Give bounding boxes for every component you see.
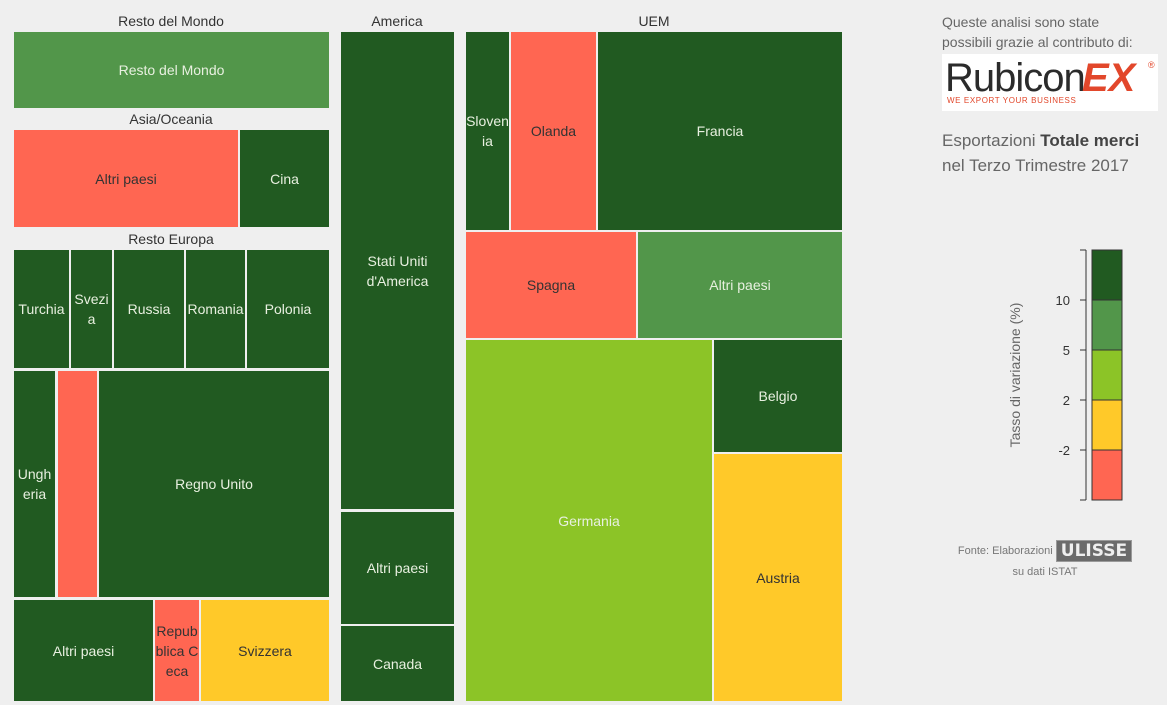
- treemap-cell[interactable]: Altri paesi: [14, 600, 153, 701]
- legend-tick-label: 10: [1056, 293, 1070, 308]
- cell-label: Spagna: [526, 277, 576, 293]
- logo-tagline: WE EXPORT YOUR BUSINESS: [947, 96, 1077, 105]
- group-title: America: [371, 13, 423, 29]
- headline-prefix: Esportazioni: [942, 131, 1041, 150]
- chart-headline: Esportazioni Totale merci nel Terzo Trim…: [942, 128, 1162, 178]
- treemap-cell[interactable]: Spagna: [466, 232, 636, 338]
- treemap-cell[interactable]: Canada: [341, 626, 454, 701]
- sponsor-text: Queste analisi sono state possibili graz…: [942, 14, 1133, 50]
- group-title: UEM: [638, 13, 670, 29]
- cell-label: Svezia: [74, 291, 109, 327]
- legend-tick-label: 5: [1063, 343, 1070, 358]
- cell-label: Altri paesi: [366, 560, 429, 576]
- headline-bold: Totale merci: [1040, 131, 1140, 150]
- legend-swatch: [1091, 349, 1123, 401]
- logo-registered-mark: ®: [1148, 60, 1155, 70]
- cell-label: Altri paesi: [52, 642, 115, 659]
- cell-label: Canada: [372, 655, 423, 672]
- treemap-cell[interactable]: Russia: [114, 250, 184, 368]
- cell-label: Slovenia: [466, 113, 509, 149]
- source-note: Fonte: Elaborazioni ULISSE su dati ISTAT: [930, 540, 1160, 582]
- color-legend: 10 5 2 -2 Tasso di variazione (%): [1007, 249, 1123, 501]
- cell-label: Cina: [270, 170, 299, 187]
- cell-label: Regno Unito: [175, 476, 253, 492]
- group-title: Asia/Oceania: [129, 111, 213, 127]
- treemap-cell[interactable]: Altri paesi: [14, 130, 238, 227]
- treemap-cell[interactable]: Svezia: [71, 250, 112, 368]
- treemap-cell[interactable]: Slovenia: [466, 32, 509, 230]
- group-title: Resto del Mondo: [118, 13, 224, 29]
- cell-label: Austria: [756, 569, 800, 586]
- treemap-cell[interactable]: Regno Unito: [99, 371, 329, 597]
- logo-wordmark: Rubicon: [945, 56, 1086, 100]
- treemap-cell[interactable]: Ungheria: [14, 371, 55, 597]
- cell-label: Polonia: [264, 301, 312, 317]
- treemap-cell[interactable]: Romania: [186, 250, 245, 368]
- treemap-cell[interactable]: Turchia: [14, 250, 69, 368]
- treemap-cell[interactable]: Resto del Mondo: [14, 32, 329, 108]
- cell-label: Altri paesi: [709, 277, 771, 293]
- treemap-cell[interactable]: Altri paesi: [341, 512, 454, 624]
- legend-swatch: [1091, 249, 1123, 301]
- treemap-cell[interactable]: Svizzera: [201, 600, 329, 701]
- cell-label: Francia: [696, 123, 744, 139]
- cell-label: Russia: [127, 301, 171, 317]
- treemap-cell[interactable]: Altri paesi: [638, 232, 842, 338]
- cell-label: Turchia: [18, 301, 65, 317]
- cell-label: Repubblica Ceca: [155, 622, 199, 679]
- legend-swatch: [1091, 299, 1123, 351]
- source-suffix: su dati ISTAT: [1012, 566, 1078, 578]
- headline-line2: nel Terzo Trimestre 2017: [942, 156, 1129, 175]
- group-title: Resto Europa: [128, 231, 214, 247]
- treemap-cell[interactable]: Olanda: [511, 32, 596, 230]
- legend-swatch: [1091, 449, 1123, 501]
- legend-swatch: [1091, 399, 1123, 451]
- cell-label: Olanda: [530, 123, 577, 139]
- cell-label: Resto del Mondo: [118, 62, 225, 78]
- treemap-cell[interactable]: Belgio: [714, 340, 842, 452]
- legend-title: Tasso di variazione (%): [1007, 303, 1023, 448]
- treemap-cell[interactable]: Repubblica Ceca: [155, 600, 199, 701]
- cell-label: Stati Uniti d'America: [366, 252, 429, 289]
- source-prefix: Fonte: Elaborazioni: [957, 544, 1053, 557]
- treemap-cell[interactable]: Cina: [240, 130, 329, 227]
- treemap-cell[interactable]: Germania: [466, 340, 712, 701]
- cell-label: Altri paesi: [95, 170, 157, 187]
- cell-label: Svizzera: [238, 642, 292, 659]
- ulisse-logo: ULISSE: [1055, 540, 1133, 562]
- treemap-cell[interactable]: Stati Uniti d'America: [341, 32, 454, 509]
- legend-tick-label: -2: [1058, 443, 1070, 458]
- rubiconex-logo: Rubicon EX ® WE EXPORT YOUR BUSINESS: [942, 54, 1158, 111]
- treemap-cell[interactable]: Austria: [714, 454, 842, 701]
- treemap-cell[interactable]: Francia: [598, 32, 842, 230]
- treemap-cell[interactable]: [58, 371, 97, 597]
- cell-label: Belgio: [758, 388, 798, 404]
- treemap-cell[interactable]: Polonia: [247, 250, 329, 368]
- cell-label: Ungheria: [17, 466, 52, 502]
- logo-ex: EX: [1082, 56, 1136, 100]
- legend-tick-label: 2: [1063, 393, 1070, 408]
- cell-label: Germania: [558, 512, 620, 529]
- cell-label: Romania: [187, 301, 244, 317]
